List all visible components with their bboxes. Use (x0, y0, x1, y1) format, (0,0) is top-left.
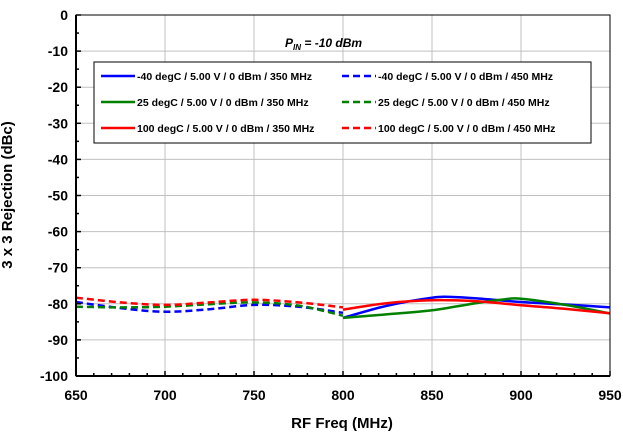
y-tick-label: -90 (48, 332, 68, 348)
x-tick-label: 700 (153, 387, 177, 403)
series-layer (75, 295, 611, 320)
series-line-3 (342, 297, 611, 320)
x-tick-label: 750 (242, 387, 266, 403)
legend-label-2: -40 degC / 5.00 V / 0 dBm / 450 MHz (378, 71, 553, 83)
y-axis-label: 3 x 3 Rejection (dBc) (0, 121, 16, 269)
y-tick-label: -50 (48, 188, 68, 204)
annotation-rest: = -10 dBm (301, 36, 362, 50)
annotation: PIN = -10 dBm (285, 36, 362, 52)
x-tick-label: 900 (509, 387, 533, 403)
x-tick-label: 950 (598, 387, 622, 403)
legend-label-4: 25 degC / 5.00 V / 0 dBm / 450 MHz (378, 97, 550, 109)
x-tick-label: 850 (420, 387, 444, 403)
legend: -40 degC / 5.00 V / 0 dBm / 350 MHz -40 d… (93, 61, 592, 144)
series-line-5 (342, 298, 611, 315)
legend-label-3: 25 degC / 5.00 V / 0 dBm / 350 MHz (137, 97, 309, 109)
x-tick-label: 800 (331, 387, 355, 403)
annotation-main: P (285, 36, 294, 50)
x-tick-label: 650 (64, 387, 88, 403)
x-axis-label: RF Freq (MHz) (291, 415, 393, 432)
y-tick-label: -40 (48, 151, 68, 167)
y-tick-label: -70 (48, 260, 68, 276)
y-tick-label: -80 (48, 296, 68, 312)
axes (75, 14, 611, 377)
y-tick-label: -100 (40, 368, 68, 384)
legend-label-5: 100 degC / 5.00 V / 0 dBm / 350 MHz (137, 123, 314, 135)
series-line-4 (75, 301, 344, 317)
y-tick-label: -10 (48, 43, 68, 59)
tick-labels: 0 -10 -20 -30 -40 -50 -60 -70 -80 -90 -100 650 700 75… (40, 7, 622, 403)
series-line-6 (75, 296, 344, 309)
y-tick-label: -20 (48, 79, 68, 95)
legend-label-6: 100 degC / 5.00 V / 0 dBm / 450 MHz (378, 123, 555, 135)
y-tick-label: -30 (48, 115, 68, 131)
y-tick-label: 0 (60, 7, 68, 23)
annotation-sub: IN (293, 43, 301, 52)
y-tick-label: -60 (48, 224, 68, 240)
legend-label-1: -40 degC / 5.00 V / 0 dBm / 350 MHz (137, 71, 312, 83)
